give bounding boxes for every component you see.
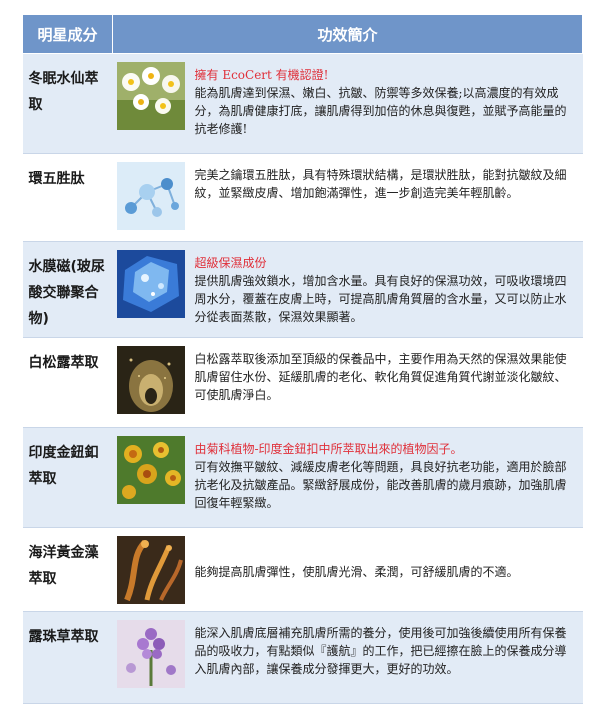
daffodil-flowers-image	[116, 62, 185, 130]
ingredient-image-cell	[112, 427, 189, 528]
ingredient-description: 能夠提高肌膚彈性，使肌膚光滑、柔潤，可舒緩肌膚的不適。	[188, 527, 583, 612]
ingredient-image-cell	[112, 527, 189, 612]
ingredient-description: 超級保濕成份 提供肌膚強效鎖水，增加含水量。具有良好的保濕功效，可吸收環境四周水…	[188, 241, 583, 338]
table-row: 露珠草萃取 能深入肌膚底層補充肌膚所需的養分，使用後可加強後續使用所有保養品的吸…	[22, 611, 583, 704]
ingredient-name: 露珠草萃取	[22, 611, 113, 704]
header-ingredient: 明星成分	[22, 14, 113, 54]
purple-flowers-image	[116, 620, 185, 688]
table-row: 印度金鈕釦萃取 由菊科植物-印度金鈕扣中所萃取出來的植物因子。 可有效撫平皺紋、…	[22, 427, 583, 528]
ingredients-table: 明星成分 功效簡介 冬眠水仙萃取 擁有 EcoCert 有機認證! 能	[22, 14, 584, 704]
table-row: 海洋黃金藻萃取 能夠提高肌膚彈性，使肌膚光滑、柔潤，可舒緩肌膚的不適。	[22, 527, 583, 612]
table-row: 冬眠水仙萃取 擁有 EcoCert 有機認證! 能為肌膚達到保濕、嫩白、抗皺、防…	[22, 53, 583, 154]
ingredient-text: 能深入肌膚底層補充肌膚所需的養分，使用後可加強後續使用所有保養品的吸收力，有點類…	[194, 626, 567, 676]
golden-particles-image	[116, 346, 185, 414]
ingredient-name: 冬眠水仙萃取	[22, 53, 113, 154]
ingredient-description: 由菊科植物-印度金鈕扣中所萃取出來的植物因子。 可有效撫平皺紋、減緩皮膚老化等問…	[188, 427, 583, 528]
ingredient-description: 擁有 EcoCert 有機認證! 能為肌膚達到保濕、嫩白、抗皺、防禦等多效保養;…	[188, 53, 583, 154]
ingredient-image-cell	[112, 611, 189, 704]
table-row: 白松露萃取 白松露萃取後添加至頂級的保養品中，主要作用為天然的保濕效果能使肌膚留…	[22, 337, 583, 428]
ingredient-highlight: 擁有 EcoCert 有機認證!	[194, 68, 329, 82]
water-crystal-image	[116, 250, 185, 318]
ingredient-image-cell	[112, 241, 189, 338]
ingredient-description: 白松露萃取後添加至頂級的保養品中，主要作用為天然的保濕效果能使肌膚留住水份、延緩…	[188, 337, 583, 428]
ingredient-text: 可有效撫平皺紋、減緩皮膚老化等問題，具良好抗老功能，適用於臉部抗老化及抗皺產品。…	[194, 460, 567, 510]
golden-seaweed-image	[116, 536, 185, 604]
ingredient-text: 能為肌膚達到保濕、嫩白、抗皺、防禦等多效保養;以高濃度的有效成分，為肌膚健康打底…	[194, 86, 567, 136]
ingredient-image-cell	[112, 53, 189, 154]
ingredient-name: 海洋黃金藻萃取	[22, 527, 113, 612]
header-effect: 功效簡介	[111, 14, 584, 54]
ingredient-image-cell	[112, 337, 189, 428]
ingredient-description: 能深入肌膚底層補充肌膚所需的養分，使用後可加強後續使用所有保養品的吸收力，有點類…	[188, 611, 583, 704]
ingredient-name: 印度金鈕釦萃取	[22, 427, 113, 528]
ingredient-highlight: 超級保濕成份	[194, 256, 267, 270]
table-header-row: 明星成分 功效簡介	[22, 14, 584, 54]
ingredient-text: 白松露萃取後添加至頂級的保養品中，主要作用為天然的保濕效果能使肌膚留住水份、延緩…	[194, 352, 567, 402]
ingredient-name: 白松露萃取	[22, 337, 113, 428]
ingredient-text: 完美之鑰環五胜肽，具有特殊環狀結構，是環狀胜肽，能對抗皺紋及細紋，並緊緻皮膚、增…	[194, 168, 567, 200]
yellow-button-flowers-image	[116, 436, 185, 504]
table-row: 水膜磁(玻尿酸交聯聚合物) 超級保濕成份 提供肌膚強效鎖水，增加含水量。具有良好…	[22, 241, 583, 338]
table-row: 環五胜肽 完美之鑰環五胜肽，具有特殊環狀結構，是環狀胜肽，能	[22, 153, 583, 242]
ingredient-text: 提供肌膚強效鎖水，增加含水量。具有良好的保濕功效，可吸收環境四周水分，覆蓋在皮膚…	[194, 274, 567, 324]
ingredient-image-cell	[112, 153, 189, 242]
ingredient-highlight: 由菊科植物-印度金鈕扣中所萃取出來的植物因子。	[194, 442, 463, 456]
ingredient-name: 水膜磁(玻尿酸交聯聚合物)	[22, 241, 113, 338]
molecule-structure-image	[116, 162, 185, 230]
ingredient-text: 能夠提高肌膚彈性，使肌膚光滑、柔潤，可舒緩肌膚的不適。	[194, 564, 519, 579]
ingredient-name: 環五胜肽	[22, 153, 113, 242]
ingredient-description: 完美之鑰環五胜肽，具有特殊環狀結構，是環狀胜肽，能對抗皺紋及細紋，並緊緻皮膚、增…	[188, 153, 583, 242]
